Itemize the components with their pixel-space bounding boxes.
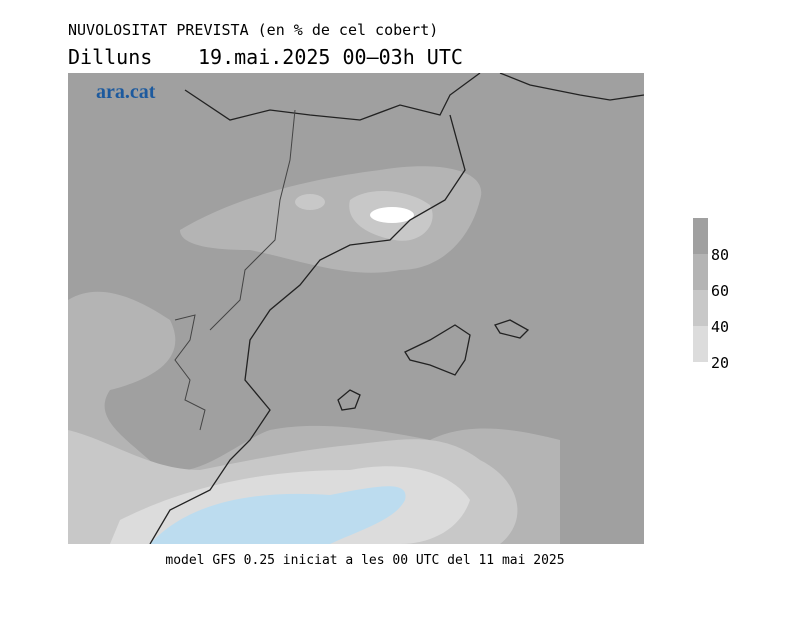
colorbar-band — [693, 290, 708, 326]
border — [209, 109, 296, 331]
colorbar-tick-label: 60 — [711, 282, 729, 300]
colorbar-band — [693, 254, 708, 290]
colorbar-tick-label: 40 — [711, 318, 729, 336]
border — [184, 73, 481, 121]
island — [337, 389, 361, 411]
border — [174, 314, 206, 431]
cloud-area — [180, 166, 482, 273]
border — [499, 73, 644, 101]
day: Dilluns — [68, 45, 152, 69]
logo: ara.cat — [96, 81, 156, 103]
coastline — [149, 114, 466, 544]
footer: model GFS 0.25 iniciat a les 00 UTC del … — [165, 553, 564, 568]
colorbar: 20 40 60 80 — [693, 218, 729, 372]
title: NUVOLOSITAT PREVISTA (en % de cel cobert… — [68, 21, 438, 39]
colorbar-tick-label: 80 — [711, 246, 729, 264]
island — [494, 319, 530, 339]
cloud-area — [370, 207, 414, 223]
colorbar-tick-label: 20 — [711, 354, 729, 372]
colorbar-band — [693, 326, 708, 362]
cloud-area — [295, 194, 325, 210]
island — [404, 324, 471, 376]
colorbar-band — [693, 218, 708, 254]
time: 19.mai.2025 00–03h UTC — [198, 45, 463, 69]
cloud-area-low — [150, 486, 406, 544]
map: ara.cat — [68, 73, 644, 544]
